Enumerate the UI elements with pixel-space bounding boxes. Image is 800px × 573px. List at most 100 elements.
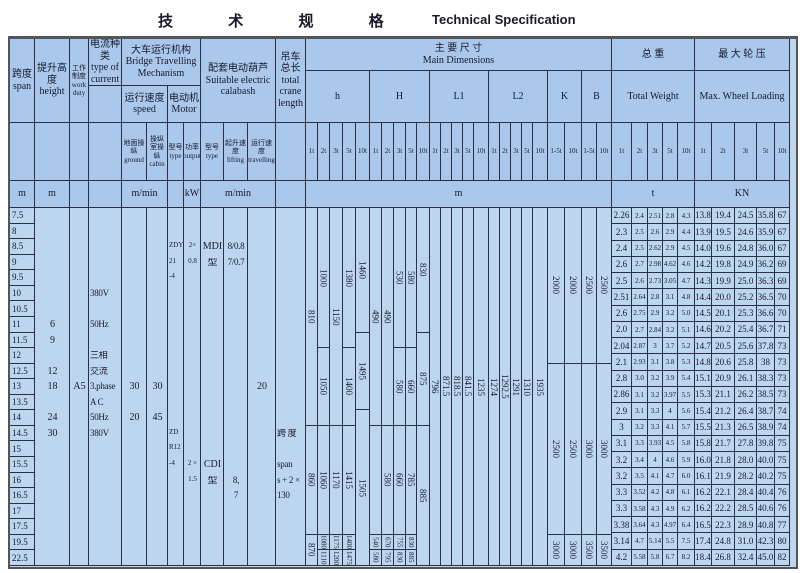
wheel-loading-value: 19.5 xyxy=(715,226,731,237)
dimension-value: 1200 xyxy=(332,550,341,565)
motor-type-value: 21 xyxy=(169,257,176,265)
dimension-value: 860 xyxy=(306,473,317,487)
dimension-value: 1380 xyxy=(344,268,355,287)
total-weight-cell: 3.0 xyxy=(632,370,648,387)
dimension-block: 540 xyxy=(370,534,382,551)
header-motor-type: 型号 type xyxy=(168,123,184,181)
total-weight-value: 4.2 xyxy=(650,488,660,497)
header-height: 提升高度 height xyxy=(35,39,70,123)
unit-cell xyxy=(168,181,184,208)
dimension-value: 755 xyxy=(395,536,404,548)
wheel-loading-value: 37.8 xyxy=(757,340,774,351)
dimension-block: 885 xyxy=(406,550,417,566)
height-value: 18 xyxy=(47,382,58,393)
dimension-block: 3000 xyxy=(565,534,582,566)
span-cell: 13.5 xyxy=(10,394,35,411)
total-weight-value: 2.7 xyxy=(635,260,644,269)
header-capacity: 5t xyxy=(463,123,474,181)
dimension-block: 580 xyxy=(406,208,417,349)
capacity-label: 5t xyxy=(346,147,352,156)
header-capacity: 1t xyxy=(370,123,382,181)
wheel-loading-cell: 25.6 xyxy=(735,338,757,355)
motor-type-value: ZD xyxy=(169,428,179,436)
column-motor-type xyxy=(168,208,184,566)
capacity-label: 1t xyxy=(372,147,379,156)
total-weight-value: 3.3 xyxy=(615,503,628,514)
capacity-label: 2t xyxy=(320,147,327,156)
total-weight-value: 2.5 xyxy=(635,227,644,236)
total-weight-value: 3.52 xyxy=(633,488,646,497)
capacity-label: 2t xyxy=(720,147,726,156)
unit-cell xyxy=(70,181,89,208)
wheel-loading-value: 69 xyxy=(777,259,787,270)
header-ground: 地面操纵 ground xyxy=(122,123,147,181)
span-value: 10.5 xyxy=(12,303,28,314)
dimension-value: 1495 xyxy=(357,361,368,380)
wheel-loading-cell: 76 xyxy=(775,484,790,501)
total-weight-value: 8.2 xyxy=(681,553,691,562)
column-height xyxy=(35,208,70,566)
total-weight-value: 5.8 xyxy=(681,439,691,448)
total-weight-cell: 3.5 xyxy=(632,468,648,485)
total-weight-cell: 3.05 xyxy=(663,273,678,290)
header-capacity: 3t xyxy=(735,123,757,181)
total-weight-value: 2.8 xyxy=(665,211,675,220)
wheel-loading-cell: 19.6 xyxy=(712,240,735,257)
wheel-loading-value: 40.4 xyxy=(757,487,774,498)
total-weight-cell: 2.4 xyxy=(632,208,648,225)
total-weight-cell: 8.2 xyxy=(678,549,695,566)
span-value: 11.5 xyxy=(12,334,28,345)
wheel-loading-value: 25.8 xyxy=(737,356,754,367)
total-weight-cell: 2.7 xyxy=(632,256,648,274)
column-ground xyxy=(122,208,147,566)
total-weight-cell: 4.2 xyxy=(648,484,663,501)
dimension-value: 2500 xyxy=(551,439,562,458)
header-dim-L1: L1 xyxy=(430,71,489,123)
lift-en: lifting xyxy=(226,155,245,164)
total-weight-value: 5.7 xyxy=(681,423,691,432)
wheel-loading-value: 25.6 xyxy=(737,340,754,351)
wheel-loading-cell: 77 xyxy=(775,517,790,534)
output-value: 2× xyxy=(188,242,197,250)
wheel-loading-cell: 74 xyxy=(775,419,790,436)
total-weight-value: 3 xyxy=(619,421,624,432)
dimension-value: 1935 xyxy=(535,377,546,396)
total-weight-value: 2.4 xyxy=(635,211,644,220)
span-value: 9 xyxy=(12,256,17,267)
wheel-loading-value: 20.0 xyxy=(715,291,731,302)
total-weight-value: 4.4 xyxy=(681,227,691,236)
dimension-block: 785 xyxy=(406,425,417,535)
wheel-loading-cell: 15.1 xyxy=(695,370,712,387)
capacity-label: 10t xyxy=(777,147,787,156)
dimension-block: 3000 xyxy=(548,534,565,566)
wheel-loading-cell: 22.1 xyxy=(712,484,735,501)
wheel-loading-value: 19.9 xyxy=(715,275,731,286)
dimension-value: 785 xyxy=(406,473,417,487)
total-weight-value: 3.0 xyxy=(635,374,644,383)
dimension-block: 660 xyxy=(406,348,417,426)
duty-value: A5 xyxy=(73,382,86,393)
dimension-block: 1460 xyxy=(356,208,370,333)
header-capacity: 10t xyxy=(474,123,489,181)
total-weight-value: 3.58 xyxy=(633,504,646,513)
total-weight-value: 4.7 xyxy=(635,537,644,546)
total-weight-value: 4.5 xyxy=(681,244,691,253)
wheel-loading-cell: 27.8 xyxy=(735,435,757,453)
total-weight-value: 3 xyxy=(653,341,657,350)
wheel-loading-cell: 15.5 xyxy=(695,419,712,436)
wheel-loading-cell: 14.7 xyxy=(695,338,712,355)
total-weight-cell: 2.9 xyxy=(663,240,678,257)
capacity-label: 1-5t xyxy=(550,147,562,156)
span-value: 15 xyxy=(12,443,21,454)
wheel-loading-cell: 28.0 xyxy=(735,452,757,469)
header-dim-L2: L2 xyxy=(489,71,548,123)
motor-cn: 电动机 xyxy=(169,92,199,104)
total-weight-value: 5.5 xyxy=(681,390,691,399)
wheel-loading-cell: 25.0 xyxy=(735,273,757,290)
wheel-loading-value: 70 xyxy=(777,291,787,302)
header-dim-B: B xyxy=(582,71,612,123)
span-value: 13.5 xyxy=(12,396,28,407)
wheel-loading-value: 28.4 xyxy=(737,487,754,498)
total-weight-cell: 2.9 xyxy=(648,305,663,322)
total-weight-value: 3.3 xyxy=(615,487,628,498)
